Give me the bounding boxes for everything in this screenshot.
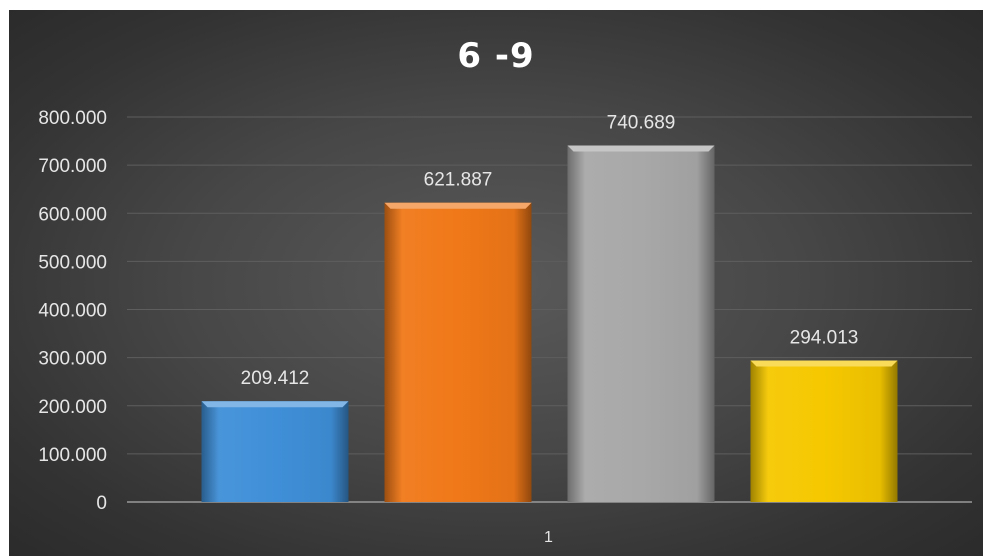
y-axis-ticks: 0 100.000 200.000 300.000 400.000 500.000 600.… — [38, 108, 107, 514]
y-tick-label: 400.000 — [38, 301, 107, 322]
bar — [750, 360, 898, 502]
data-label: 740.689 — [607, 113, 676, 134]
chart-plot: 0 100.000 200.000 300.000 400.000 500.000 600.… — [38, 108, 972, 546]
y-tick-label: 200.000 — [38, 397, 107, 418]
data-label: 621.887 — [424, 170, 493, 191]
x-axis-categories: 1 — [544, 529, 553, 546]
bar-bevel — [567, 145, 715, 152]
y-tick-label: 100.000 — [38, 445, 107, 466]
x-category-label: 1 — [544, 529, 553, 546]
y-tick-label: 600.000 — [38, 204, 107, 225]
bar — [567, 145, 715, 503]
chart-title: 6 -9 — [457, 36, 535, 76]
y-tick-label: 700.000 — [38, 156, 107, 177]
bars — [201, 145, 898, 503]
bar-bevel — [750, 360, 898, 367]
bar-bevel — [384, 202, 532, 209]
y-tick-label: 500.000 — [38, 252, 107, 273]
data-label: 294.013 — [790, 328, 859, 349]
chart-area: 6 -9 0 100.000 200.000 300.000 400.000 500.00… — [9, 10, 983, 556]
data-label: 209.412 — [241, 368, 310, 389]
y-tick-label: 0 — [96, 493, 107, 514]
data-labels: 209.412 621.887 740.689 294.013 — [241, 113, 859, 390]
y-tick-label: 300.000 — [38, 349, 107, 370]
bar-bevel — [201, 401, 349, 408]
bar — [201, 401, 349, 502]
bar — [384, 202, 532, 502]
y-tick-label: 800.000 — [38, 108, 107, 129]
